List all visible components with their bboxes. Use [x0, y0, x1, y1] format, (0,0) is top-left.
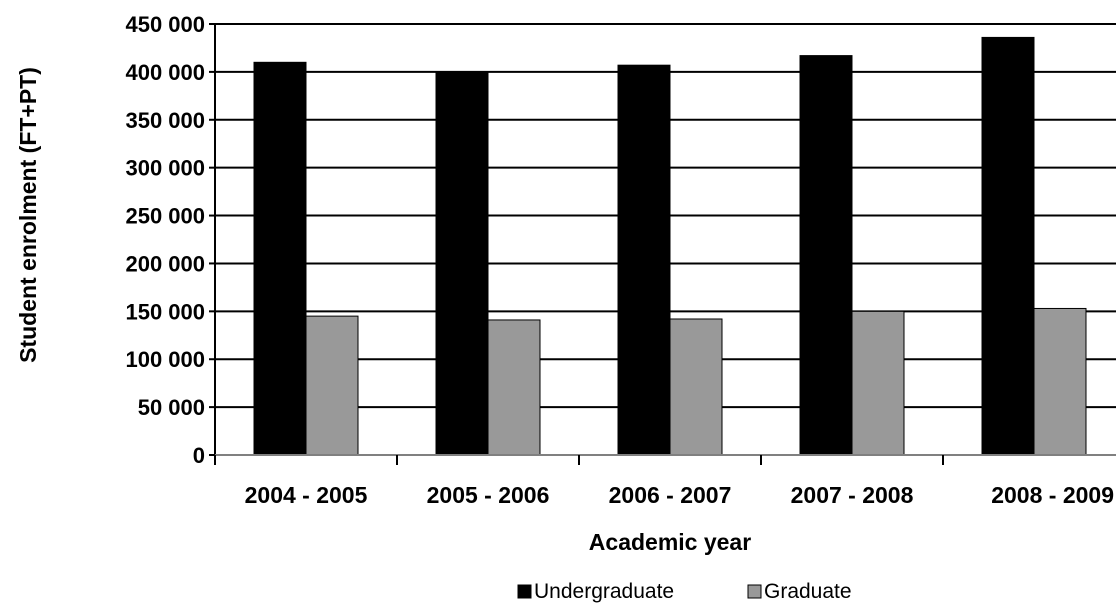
- x-tick-label: 2005 - 2006: [427, 482, 550, 508]
- y-tick-label: 100 000: [125, 347, 205, 372]
- x-tick-label: 2006 - 2007: [609, 482, 732, 508]
- x-axis-title: Academic year: [589, 529, 751, 555]
- y-tick-label: 200 000: [125, 251, 205, 276]
- y-axis-title: Student enrolment (FT+PT): [15, 67, 41, 363]
- bars: [253, 36, 1087, 456]
- y-tick-label: 300 000: [125, 156, 205, 181]
- legend-label-undergraduate: Undergraduate: [534, 580, 674, 603]
- x-tick-label: 2004 - 2005: [245, 482, 368, 508]
- x-axis-ticks: [214, 455, 944, 465]
- y-tick-label: 150 000: [125, 299, 205, 324]
- x-tick-label: 2008 - 2009: [991, 482, 1114, 508]
- bar-graduate-5: [1033, 307, 1087, 456]
- y-tick-label: 350 000: [125, 108, 205, 133]
- plot-area: [214, 23, 1116, 465]
- y-tick-label: 400 000: [125, 60, 205, 85]
- bar-undergraduate-2: [435, 71, 489, 456]
- bar-undergraduate-3: [617, 64, 671, 456]
- y-tick-label: 450 000: [125, 12, 205, 37]
- y-axis-tick-labels: 0 50 000 100 000 150 000 200 000 250 000 300 0…: [125, 12, 215, 468]
- bar-undergraduate-1: [253, 61, 307, 456]
- bar-undergraduate-4: [799, 55, 853, 456]
- x-tick-label: 2007 - 2008: [791, 482, 914, 508]
- bar-graduate-3: [669, 318, 723, 456]
- y-tick-label: 0: [193, 443, 205, 468]
- y-tick-label: 50 000: [138, 395, 205, 420]
- legend: Undergraduate Graduate: [517, 580, 852, 603]
- legend-label-graduate: Graduate: [764, 580, 852, 603]
- legend-swatch-graduate: [747, 584, 762, 599]
- bar-graduate-4: [851, 310, 905, 456]
- bar-undergraduate-5: [981, 36, 1035, 456]
- y-tick-label: 250 000: [125, 204, 205, 229]
- legend-swatch-undergraduate: [517, 584, 532, 599]
- bar-graduate-1: [305, 315, 359, 456]
- bar-graduate-2: [487, 319, 541, 456]
- x-axis-tick-labels: 2004 - 2005 2005 - 2006 2006 - 2007 2007 - …: [245, 482, 1114, 508]
